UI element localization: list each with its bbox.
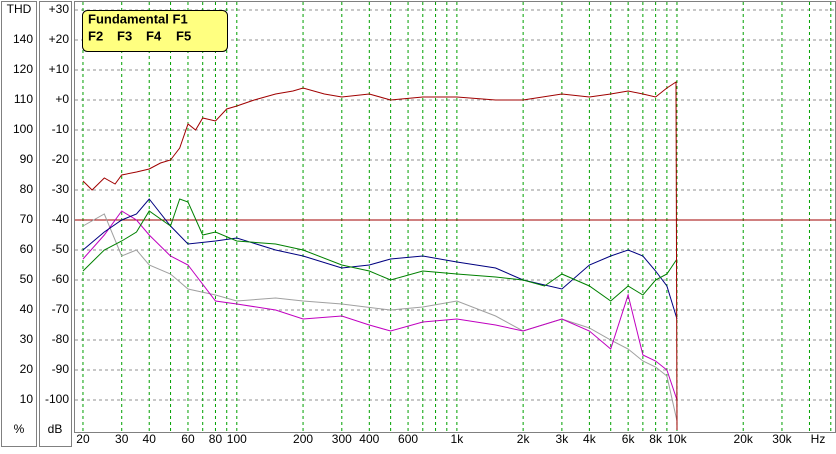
x-tick-label: 10k: [667, 432, 687, 446]
thd-tick-label: 10: [20, 392, 34, 406]
x-tick-label: 60: [181, 432, 195, 446]
thd-tick-label: 70: [20, 212, 34, 226]
y-tick-label: -60: [52, 272, 70, 286]
x-tick-label: 20: [76, 432, 90, 446]
thd-tick-label: 20: [20, 362, 34, 376]
x-unit: Hz: [811, 432, 826, 446]
legend-entry: F4: [146, 28, 162, 43]
thd-tick-label: 60: [20, 242, 34, 256]
y-tick-label: -100: [45, 392, 69, 406]
legend-entry: Fundamental F1: [88, 11, 188, 26]
x-tick-label: 40: [143, 432, 157, 446]
x-tick-label: 4k: [583, 432, 597, 446]
legend-entry: F5: [176, 28, 191, 43]
series-line: [82, 213, 678, 422]
thd-tick-label: 100: [13, 122, 33, 136]
series-line: [82, 198, 678, 320]
x-tick-label: 30: [115, 432, 129, 446]
thd-axis-panel: [1, 1, 37, 447]
y-tick-label: +30: [49, 2, 70, 16]
x-tick-label: 30k: [772, 432, 792, 446]
x-tick-label: 6k: [622, 432, 636, 446]
x-tick-label: 1k: [451, 432, 465, 446]
y-tick-label: -90: [52, 362, 70, 376]
db-axis-panel: [39, 1, 72, 447]
legend-entry: F3: [117, 28, 132, 43]
x-tick-label: 100: [227, 432, 247, 446]
plot-area: [74, 1, 836, 433]
thd-tick-label: 90: [20, 152, 34, 166]
y-tick-label: +0: [55, 92, 69, 106]
y-tick-label: -20: [52, 152, 70, 166]
y-tick-label: -50: [52, 242, 70, 256]
x-tick-label: 600: [398, 432, 418, 446]
thd-title: THD: [7, 2, 32, 16]
labels: THD % dB Hz +30 +20 +10 +0 -10 -20 -30 -40 -50 -6…: [7, 2, 826, 446]
series-line: [82, 198, 678, 302]
thd-tick-label: 50: [20, 272, 34, 286]
x-tick-label: 3k: [556, 432, 570, 446]
thd-tick-label: 30: [20, 332, 34, 346]
legend-box: [82, 10, 228, 52]
thd-tick-label: 120: [13, 62, 33, 76]
thd-tick-label: 80: [20, 182, 34, 196]
thd-unit: %: [14, 422, 25, 436]
thd-tick-label: 40: [20, 302, 34, 316]
y-tick-label: -30: [52, 182, 70, 196]
legend: Fundamental F1 F2 F3 F4 F5: [82, 10, 228, 52]
x-tick-label: 80: [209, 432, 223, 446]
y-tick-label: -80: [52, 332, 70, 346]
x-tick-label: 400: [359, 432, 379, 446]
y-tick-label: -40: [52, 212, 70, 226]
x-tick-label: 8k: [649, 432, 663, 446]
series-line: [82, 210, 678, 401]
y-unit: dB: [48, 422, 63, 436]
x-tick-label: 300: [332, 432, 352, 446]
x-tick-label: 20k: [734, 432, 754, 446]
y-tick-label: -10: [52, 122, 70, 136]
thd-tick-label: 110: [14, 92, 33, 106]
y-tick-label: +10: [49, 62, 70, 76]
series-line: [82, 81, 678, 431]
legend-entry: F2: [88, 28, 103, 43]
y-tick-label: +20: [49, 32, 70, 46]
series-lines: [82, 81, 678, 431]
x-tick-label: 200: [293, 432, 313, 446]
y-tick-label: -70: [52, 302, 70, 316]
thd-tick-label: 140: [13, 32, 33, 46]
x-tick-label: 2k: [517, 432, 531, 446]
